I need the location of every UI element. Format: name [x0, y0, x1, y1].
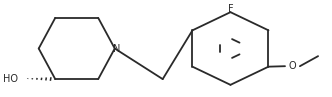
Text: HO: HO [3, 74, 18, 84]
Text: O: O [288, 61, 296, 71]
Text: N: N [113, 43, 120, 54]
Text: F: F [228, 4, 233, 14]
